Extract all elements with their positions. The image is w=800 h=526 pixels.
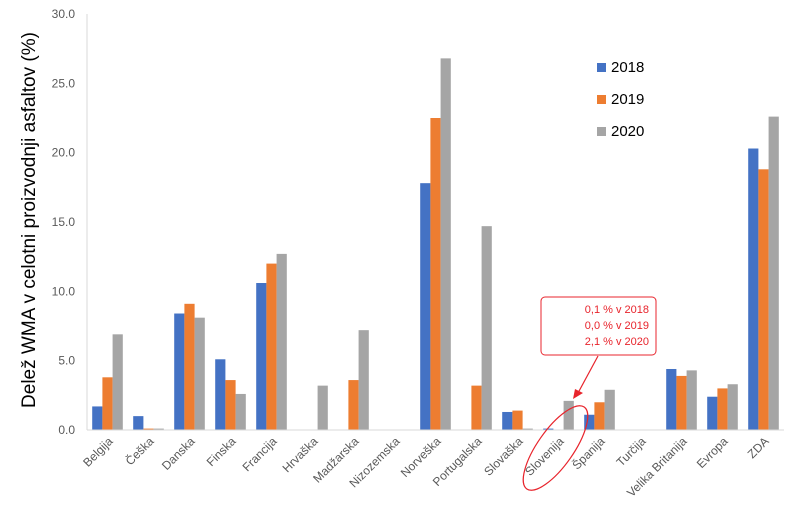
legend-swatch-2019: [597, 95, 606, 104]
x-tick-label: Francija: [240, 434, 280, 474]
y-tick-label: 25.0: [52, 76, 76, 90]
y-tick-label: 0.0: [58, 423, 75, 437]
bar-2019-0: [102, 377, 113, 430]
annotation-line: 0,1 % v 2018: [585, 304, 649, 316]
x-tick-label: Češka: [122, 433, 157, 468]
bars: [92, 58, 779, 431]
bar-2018-16: [748, 148, 759, 430]
bar-2020-14: [686, 370, 697, 430]
x-tick-label: Danska: [159, 434, 198, 473]
bar-2019-8: [430, 118, 441, 430]
bar-2018-15: [707, 396, 718, 430]
bar-2020-9: [481, 226, 492, 430]
bar-2018-14: [666, 368, 677, 430]
x-axis: Belgija Češka Danska Finska Francija HrvaškaM…: [80, 429, 784, 500]
bar-2019-14: [676, 375, 687, 430]
x-tick-label: ZDA: [745, 434, 772, 461]
x-tick-label: Evropa: [694, 434, 731, 471]
bar-2020-8: [440, 58, 451, 431]
bar-2020-11: [563, 400, 574, 430]
bar-2018-4: [256, 283, 267, 430]
bar-2020-5: [317, 385, 328, 430]
bar-2019-2: [184, 303, 195, 430]
y-tick-label: 15.0: [52, 215, 76, 229]
y-tick-label: 20.0: [52, 146, 76, 160]
annotation-line: 2,1 % v 2020: [585, 336, 649, 348]
bar-2020-0: [112, 334, 123, 430]
annotation: 0,1 % v 2018 0,0 % v 2019 2,1 % v 2020: [522, 296, 657, 491]
bar-2020-16: [768, 116, 779, 431]
bar-2018-3: [215, 359, 226, 430]
bar-2020-12: [604, 389, 615, 430]
bar-2019-15: [717, 388, 728, 430]
x-tick-label: Hrvaška: [280, 434, 321, 475]
annotation-ellipse: [522, 405, 589, 491]
legend: 2018 2019 2020: [597, 59, 644, 140]
bar-2020-3: [235, 393, 246, 430]
bar-2020-15: [727, 384, 738, 430]
bar-2019-1: [143, 428, 154, 430]
bar-2020-10: [522, 428, 533, 430]
legend-swatch-2018: [597, 63, 606, 72]
legend-label: 2020: [611, 123, 644, 140]
legend-swatch-2020: [597, 127, 606, 136]
bar-2018-2: [174, 313, 185, 430]
bar-2019-12: [594, 402, 605, 430]
bar-2018-1: [133, 416, 144, 430]
bar-2020-2: [194, 317, 205, 430]
y-tick-label: 5.0: [58, 354, 75, 368]
x-tick-label: Turčija: [614, 434, 649, 469]
annotation-pointer: [577, 355, 599, 394]
bar-2018-12: [584, 414, 595, 430]
annotation-arrowhead: [573, 389, 583, 399]
y-tick-label: 30.0: [52, 7, 76, 21]
bar-2019-4: [266, 263, 277, 430]
legend-label: 2019: [611, 91, 644, 108]
x-tick-label: Slovaška: [481, 434, 526, 479]
x-tick-label: Finska: [204, 434, 239, 469]
x-tick-label: Belgija: [80, 434, 116, 470]
bar-2019-3: [225, 380, 236, 430]
bar-2020-1: [153, 428, 164, 430]
y-axis-label: Delež WMA v celotni proizvodnji asfaltov…: [19, 32, 40, 408]
bar-2020-6: [358, 330, 369, 430]
bar-2018-0: [92, 406, 103, 430]
bar-2019-9: [471, 385, 482, 430]
annotation-line: 0,0 % v 2019: [585, 320, 649, 332]
bar-2019-16: [758, 169, 769, 430]
bar-2018-10: [502, 411, 513, 430]
y-tick-label: 10.0: [52, 284, 76, 298]
bar-2019-6: [348, 380, 359, 430]
annotation-box: [540, 296, 657, 356]
bar-2019-10: [512, 410, 523, 430]
bar-2018-8: [420, 183, 431, 430]
y-axis: 0.0 5.0 10.0 15.0 20.0 25.0 30.0: [52, 7, 88, 437]
bar-2020-4: [276, 253, 287, 430]
legend-label: 2018: [611, 59, 644, 76]
bar-2018-11: [543, 428, 554, 430]
